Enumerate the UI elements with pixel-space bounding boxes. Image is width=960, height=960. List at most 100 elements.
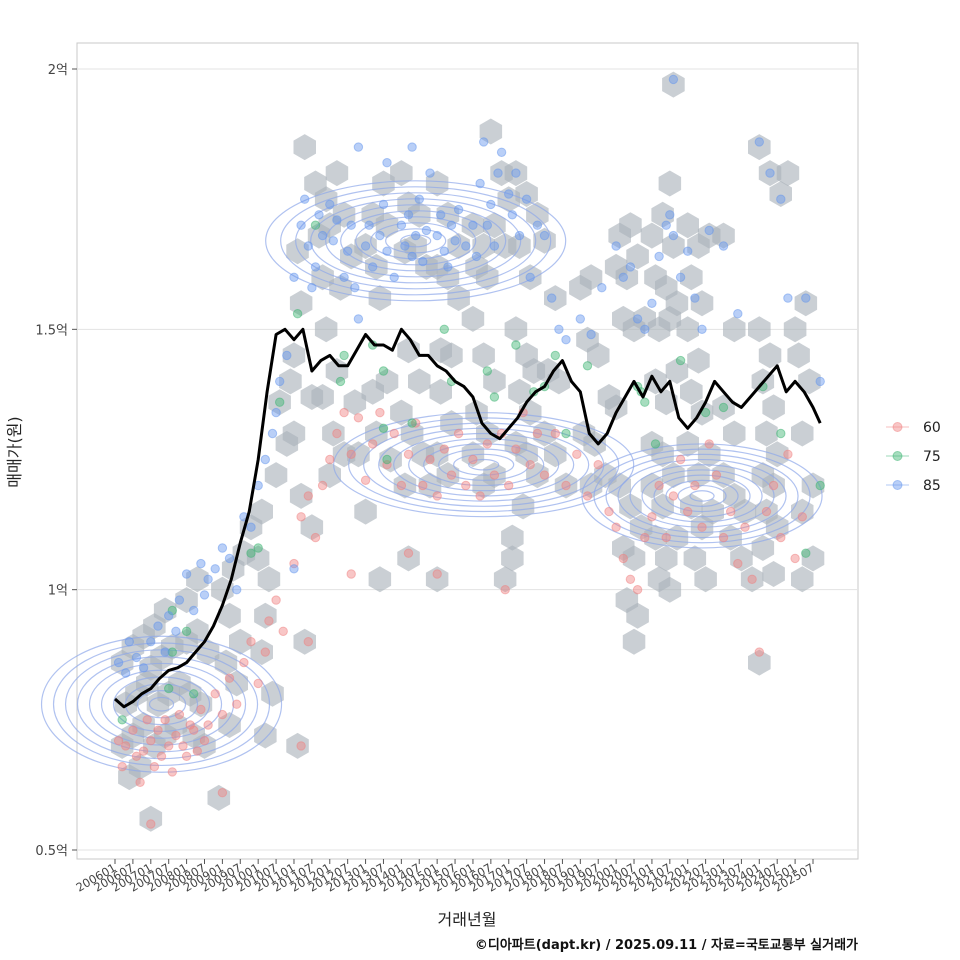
hexbin-cell bbox=[658, 170, 682, 197]
point-60 bbox=[411, 418, 421, 428]
density-contour bbox=[641, 469, 763, 523]
point-60 bbox=[131, 751, 142, 761]
point-85 bbox=[425, 168, 435, 178]
point-85 bbox=[164, 611, 174, 621]
point-60 bbox=[264, 616, 274, 626]
density-contour bbox=[52, 642, 271, 767]
point-85 bbox=[407, 142, 417, 152]
point-60 bbox=[156, 751, 167, 761]
point-60 bbox=[532, 428, 543, 439]
point-85 bbox=[260, 454, 270, 465]
hexbin-cell bbox=[493, 566, 517, 593]
point-60 bbox=[178, 741, 188, 751]
hexbin-cell bbox=[501, 545, 524, 572]
point-60 bbox=[432, 491, 442, 501]
point-60 bbox=[632, 585, 643, 595]
point-60 bbox=[511, 444, 521, 454]
point-75 bbox=[310, 220, 321, 230]
point-75 bbox=[511, 340, 521, 350]
hexbin-cell bbox=[511, 493, 535, 520]
hexbin-cell bbox=[354, 498, 377, 525]
point-85 bbox=[733, 309, 743, 319]
point-75 bbox=[482, 366, 492, 376]
point-60 bbox=[654, 480, 664, 491]
point-85 bbox=[776, 194, 786, 204]
hexbin-cell bbox=[368, 285, 392, 312]
point-60 bbox=[461, 480, 471, 491]
point-85 bbox=[375, 230, 385, 241]
point-85 bbox=[446, 220, 457, 230]
point-85 bbox=[783, 293, 793, 303]
hexbin-cell bbox=[397, 545, 420, 572]
point-60 bbox=[164, 741, 174, 751]
point-60 bbox=[697, 522, 707, 532]
point-60 bbox=[561, 480, 571, 491]
point-85 bbox=[350, 283, 360, 293]
y-tick-label: 1.5억 bbox=[35, 323, 68, 338]
point-85 bbox=[801, 293, 811, 303]
point-60 bbox=[733, 558, 743, 569]
hexbin-cell bbox=[314, 316, 338, 343]
point-75 bbox=[815, 480, 825, 491]
point-85 bbox=[210, 564, 220, 574]
hexbin-cell bbox=[687, 347, 710, 374]
density-contour bbox=[593, 448, 811, 544]
density-contour bbox=[438, 448, 530, 481]
point-85 bbox=[525, 272, 535, 282]
point-85 bbox=[704, 225, 714, 236]
hexbin-cell bbox=[497, 186, 520, 213]
hexbin-cell bbox=[483, 212, 506, 239]
density-contour bbox=[100, 669, 223, 739]
hexbin-cell bbox=[264, 462, 288, 489]
point-75 bbox=[275, 397, 285, 407]
point-85 bbox=[382, 158, 392, 168]
y-axis: 0.5억 1억 1.5억 2억 bbox=[35, 63, 77, 859]
point-85 bbox=[461, 241, 471, 251]
point-85 bbox=[511, 168, 521, 178]
hexbin-cell bbox=[393, 472, 417, 499]
point-85 bbox=[296, 220, 306, 230]
density-contour bbox=[689, 490, 715, 502]
hexbin-cell bbox=[680, 493, 703, 520]
density-contour bbox=[333, 412, 635, 518]
point-85 bbox=[224, 553, 235, 564]
point-60 bbox=[146, 736, 156, 746]
point-60 bbox=[232, 699, 242, 709]
point-85 bbox=[647, 298, 657, 308]
x-axis-title: 거래년월 bbox=[438, 910, 497, 929]
point-60 bbox=[711, 470, 722, 480]
hexbin-cell bbox=[712, 394, 735, 421]
point-75 bbox=[117, 715, 127, 725]
point-60 bbox=[550, 428, 560, 439]
hexbin-cell bbox=[425, 441, 449, 468]
hexbin-cell bbox=[798, 368, 821, 395]
point-60 bbox=[210, 689, 220, 699]
hexbin-cell bbox=[751, 535, 775, 561]
point-60 bbox=[303, 637, 313, 647]
point-60 bbox=[525, 460, 535, 470]
hexbin-cell bbox=[658, 305, 682, 332]
point-60 bbox=[611, 522, 621, 532]
point-60 bbox=[704, 439, 714, 449]
point-60 bbox=[582, 491, 593, 501]
point-75 bbox=[378, 423, 389, 433]
point-85 bbox=[400, 241, 410, 251]
hexbin-cell bbox=[740, 566, 764, 593]
point-60 bbox=[718, 532, 729, 543]
point-85 bbox=[411, 230, 421, 241]
hexbin-cell bbox=[769, 181, 792, 207]
point-85 bbox=[289, 564, 299, 574]
point-85 bbox=[124, 637, 135, 647]
hexbin-cell bbox=[640, 222, 664, 249]
point-85 bbox=[815, 376, 825, 387]
point-85 bbox=[174, 595, 185, 605]
hexbin-cell bbox=[343, 389, 367, 416]
point-60 bbox=[683, 506, 693, 517]
hexbin-cell bbox=[723, 316, 746, 343]
point-75 bbox=[167, 605, 178, 616]
point-75 bbox=[561, 428, 571, 439]
hexbin-cell bbox=[515, 181, 538, 207]
point-85 bbox=[403, 210, 414, 220]
scatter-points-layer bbox=[113, 74, 825, 829]
hexbin-cell bbox=[214, 649, 238, 676]
